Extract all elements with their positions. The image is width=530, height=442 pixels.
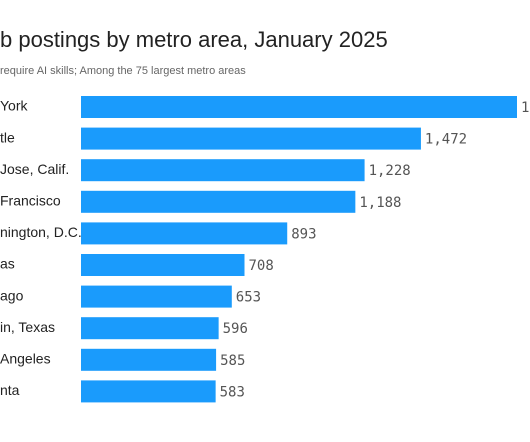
value-label: 585 [220, 353, 245, 369]
value-label: 708 [249, 258, 274, 274]
bar [81, 222, 288, 245]
category-label: in, Texas [0, 319, 55, 335]
value-label: 1,472 [425, 132, 467, 148]
bar [81, 285, 232, 308]
value-label: 583 [220, 384, 245, 400]
bar [81, 159, 365, 182]
category-label: ago [0, 287, 24, 303]
bar [81, 317, 219, 340]
value-label: 1 [521, 100, 529, 116]
bar [81, 96, 517, 118]
category-label: Francisco [0, 193, 61, 209]
category-label: nta [0, 382, 20, 398]
category-label: York [0, 98, 29, 114]
value-label: 1,188 [359, 195, 401, 211]
bar [81, 348, 217, 371]
category-label: tle [0, 129, 15, 145]
category-label: Angeles [0, 351, 51, 367]
category-label: as [0, 256, 15, 272]
category-label: nington, D.C. [0, 224, 82, 240]
value-label: 653 [236, 290, 261, 306]
chart-subtitle: require AI skills; Among the 75 largest … [0, 65, 246, 77]
bar [81, 380, 216, 403]
chart-title: b postings by metro area, January 2025 [0, 27, 388, 52]
category-label: Jose, Calif. [0, 161, 69, 177]
bar [81, 254, 245, 276]
bar [81, 190, 356, 213]
value-label: 893 [291, 226, 316, 242]
value-label: 1,228 [369, 163, 411, 179]
value-label: 596 [223, 321, 248, 337]
bar [81, 127, 421, 150]
